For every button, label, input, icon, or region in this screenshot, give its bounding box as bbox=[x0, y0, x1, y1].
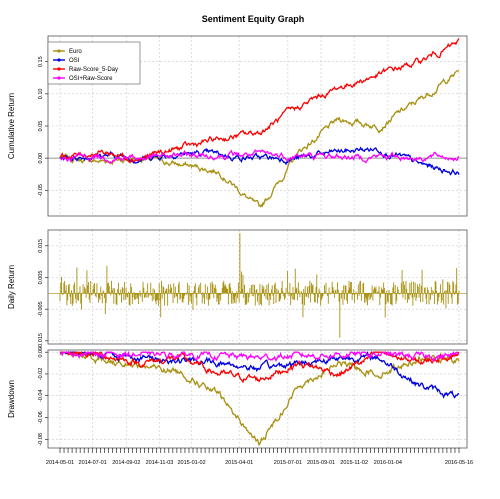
x-tick-label: 2014-11-03 bbox=[146, 460, 174, 466]
y-tick-label: -0.06 bbox=[38, 411, 44, 424]
panel-frame bbox=[47, 349, 468, 449]
y-axis-label: Daily Return bbox=[7, 265, 16, 309]
legend-marker bbox=[57, 76, 61, 80]
panel-frame bbox=[47, 229, 468, 345]
y-tick-label: 0.005 bbox=[38, 271, 44, 285]
panel-frame bbox=[47, 35, 468, 217]
y-tick-label: -0.015 bbox=[38, 333, 44, 349]
x-tick-label: 2015-11-02 bbox=[340, 460, 368, 466]
x-tick-label: 2015-01-02 bbox=[178, 460, 206, 466]
y-tick-label: 0.05 bbox=[38, 121, 44, 132]
daily-return-panel: 0.015 0.005 -0.005 -0.015 Daily Return bbox=[7, 229, 468, 349]
y-tick-label: 0.015 bbox=[38, 239, 44, 253]
x-tick-label: 2016-05-16 bbox=[445, 460, 473, 466]
x-tick-label: 2014-07-01 bbox=[79, 460, 107, 466]
chart-title: Sentiment Equity Graph bbox=[202, 14, 305, 24]
x-tick-label: 2015-09-01 bbox=[307, 460, 335, 466]
y-axis-label: Cumulative Return bbox=[7, 93, 16, 159]
x-tick-label: 2016-01-04 bbox=[374, 460, 402, 466]
y-tick-label: -0.02 bbox=[38, 368, 44, 381]
y-tick-label: -0.05 bbox=[38, 184, 44, 197]
series-line-euro bbox=[59, 70, 460, 208]
series-line-osi-raw-score bbox=[59, 149, 460, 164]
legend-label: OSI bbox=[69, 58, 80, 64]
drawdown-line-osi-raw-score bbox=[60, 350, 460, 363]
series-line-raw-score-5-day bbox=[59, 38, 460, 164]
y-tick-label: 0.15 bbox=[38, 56, 44, 67]
y-tick-label: -0.04 bbox=[38, 389, 44, 402]
x-tick-label: 2015-04-01 bbox=[225, 460, 253, 466]
legend-label: Euro bbox=[69, 49, 82, 55]
y-tick-label: 0.10 bbox=[38, 88, 44, 99]
drawdown-panel: 0.00 -0.02 -0.04 -0.06 -0.08 Drawdown bbox=[7, 347, 468, 449]
y-axis-label: Drawdown bbox=[7, 380, 16, 418]
legend-marker bbox=[57, 67, 61, 71]
legend-label: Raw-Score_5-Day bbox=[69, 67, 118, 73]
y-tick-label: -0.005 bbox=[38, 301, 44, 317]
legend-marker bbox=[57, 58, 61, 62]
y-tick-label: 0.00 bbox=[38, 153, 44, 164]
x-tick-label: 2014-05-01 bbox=[46, 460, 74, 466]
drawdown-line-raw-score-5-day bbox=[60, 350, 460, 384]
y-tick-label: -0.08 bbox=[38, 433, 44, 446]
drawdown-line-euro bbox=[59, 350, 460, 447]
legend: Euro OSI Raw-Score_5-Day OSI+Raw-Score bbox=[47, 41, 141, 85]
x-tick-label: 2014-09-02 bbox=[112, 460, 140, 466]
series-line-osi bbox=[59, 146, 460, 176]
y-tick-label: 0.00 bbox=[38, 347, 44, 358]
legend-marker bbox=[57, 49, 61, 53]
x-tick-label: 2015-07-01 bbox=[274, 460, 302, 466]
legend-box bbox=[47, 41, 141, 85]
x-axis: 2014-05-01 2014-07-01 2014-09-02 2014-11-03… bbox=[46, 448, 473, 466]
legend-label: OSI+Raw-Score bbox=[69, 76, 113, 82]
